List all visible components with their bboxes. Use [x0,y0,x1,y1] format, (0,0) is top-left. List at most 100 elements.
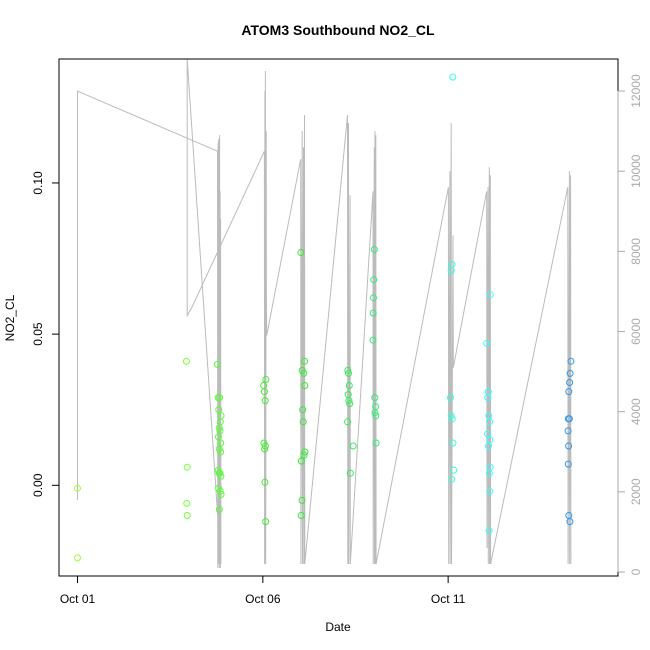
data-point [371,394,379,402]
points-layer [74,73,575,562]
y-tick-label: 0.05 [31,322,45,346]
x-tick-label: Oct 06 [245,592,281,606]
y-axis-title: NO2_CL [3,294,17,341]
data-point [486,291,494,299]
data-point [484,430,491,438]
data-point [299,418,307,426]
data-point [447,394,454,402]
y-axis: 0.00 0.05 0.10 [31,171,60,497]
x-tick-label: Oct 01 [60,592,96,606]
data-point [300,451,308,459]
data-point [345,369,352,377]
data-point [217,448,225,456]
data-point [214,433,222,441]
data-point [449,73,457,81]
data-point [345,382,353,389]
data-point [567,357,575,365]
x-axis-title: Date [325,620,351,634]
data-point [215,424,223,432]
data-point [564,427,572,435]
data-point [346,400,354,408]
data-point [215,506,223,513]
y2-tick-label: 12000 [629,74,643,108]
y-tick-label: 0.10 [31,171,45,195]
data-point [370,246,378,253]
data-point [447,267,455,275]
data-point [261,445,269,453]
chart-title: ATOM3 Southbound NO2_CL [241,22,435,38]
y2-tick-label: 0 [629,568,643,575]
data-point [565,388,573,396]
data-point [486,418,494,426]
data-point [349,442,357,450]
y2-tick-label: 10000 [629,154,643,188]
data-point [448,415,456,423]
data-point [344,418,351,426]
data-point [372,439,380,447]
data-point [298,496,306,504]
data-point [260,388,268,396]
data-point [485,442,492,450]
data-point [565,442,573,450]
data-point [74,554,81,562]
data-point [344,366,352,374]
data-point [261,397,269,405]
data-point [565,415,573,423]
data-point [369,309,377,317]
data-point [217,472,225,480]
data-point [262,376,270,383]
data-point [217,490,225,498]
data-point [216,487,224,495]
data-point [371,409,379,417]
data-point [345,397,353,405]
data-point [370,294,377,302]
data-point [183,463,191,471]
data-point [448,475,456,483]
data-point [182,357,190,365]
y2-tick-label: 6000 [629,318,643,345]
data-point [485,527,493,535]
data-point [297,249,305,256]
data-point [261,478,269,486]
line-series-layer [77,58,572,569]
data-point [183,512,191,519]
data-point [301,357,308,365]
data-point [447,412,455,420]
data-point [301,448,309,456]
data-point [486,487,494,495]
data-point [566,518,574,526]
data-point [216,469,224,477]
line-series [77,58,572,569]
y2-tick-label: 4000 [629,398,643,425]
data-point [261,442,269,450]
x-axis: Oct 01 Oct 06 Oct 11 [60,575,466,606]
data-point [449,439,457,447]
data-point [299,406,307,414]
data-point [370,276,378,284]
y-tick-label: 0.00 [31,473,45,497]
data-point [485,469,493,477]
data-point [566,379,574,386]
data-point [564,460,572,468]
x-tick-label: Oct 11 [431,592,466,606]
data-point [216,394,224,402]
data-point [369,336,377,344]
data-point [215,406,223,414]
data-point [346,469,354,477]
data-point [297,512,305,519]
data-point [262,518,270,526]
data-point [183,499,191,507]
y2-axis: 0 2000 4000 6000 8000 10000 12000 [617,74,643,575]
data-point [450,466,458,474]
y2-tick-label: 2000 [629,478,643,505]
data-point [372,412,380,420]
data-point [483,339,491,347]
data-point [300,369,308,377]
data-point [213,360,221,368]
y2-tick-label: 8000 [629,238,643,265]
data-point [484,394,492,402]
data-point [566,369,574,377]
data-point [297,457,305,465]
